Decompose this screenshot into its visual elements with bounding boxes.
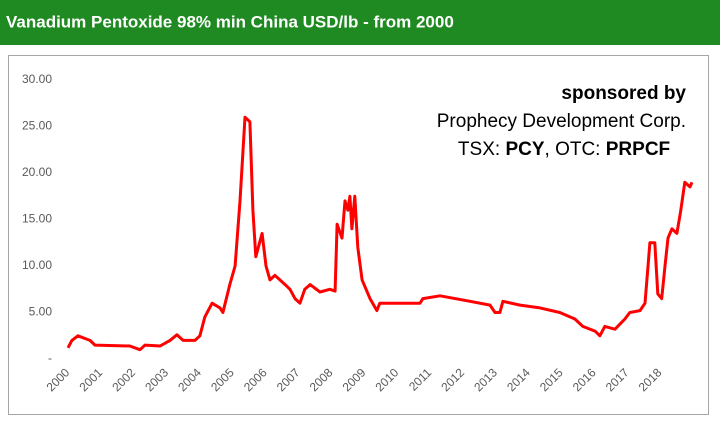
- y-tick-label: -: [48, 351, 52, 365]
- y-tick-label: 15.00: [22, 212, 52, 226]
- annotation: sponsored by: [561, 83, 686, 104]
- annotation: Prophecy Development Corp.: [437, 111, 686, 132]
- chart-title: Vanadium Pentoxide 98% min China USD/lb …: [6, 12, 454, 31]
- header-bar: [0, 0, 720, 45]
- y-tick-label: 25.00: [22, 119, 52, 133]
- y-tick-label: 5.00: [29, 305, 53, 319]
- annotation-part: PCY: [505, 139, 544, 160]
- data-line: [66, 115, 694, 352]
- annotation: TSX: PCY, OTC: PRPCF: [432, 139, 686, 160]
- annotation-part: PRPCF: [606, 139, 670, 160]
- y-tick-label: 20.00: [22, 165, 52, 179]
- annotation-part: , OTC:: [545, 139, 606, 160]
- annotation-part: TSX:: [458, 139, 506, 160]
- y-tick-label: 30.00: [22, 72, 52, 86]
- y-tick-label: 10.00: [22, 258, 52, 272]
